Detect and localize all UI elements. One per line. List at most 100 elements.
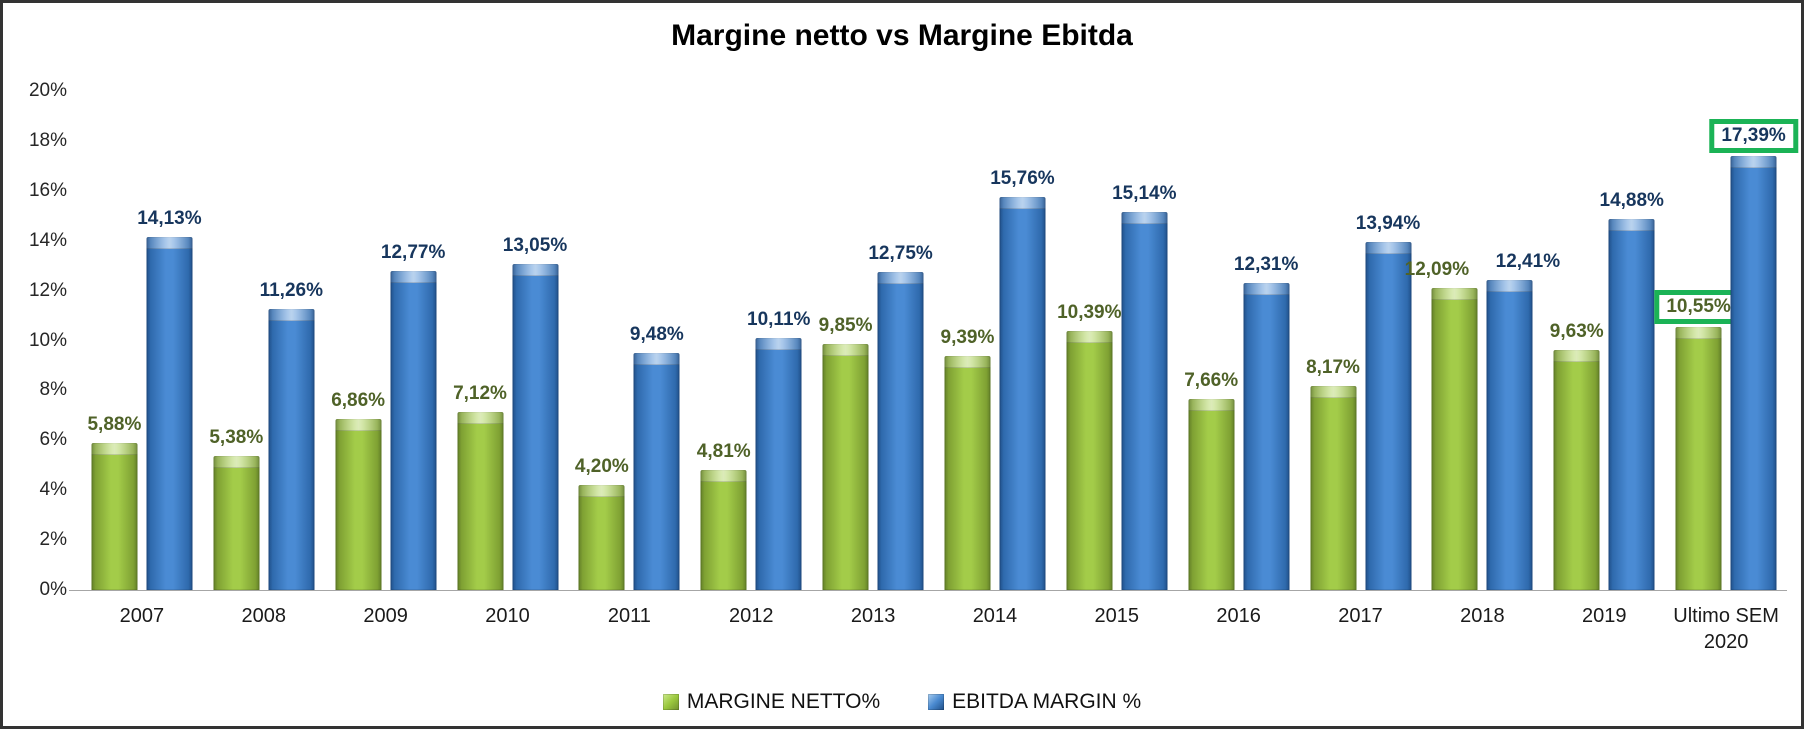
data-label: 9,63% bbox=[1549, 320, 1604, 342]
category-cluster: 10,55% 17,39% Ultimo SEM 2020 bbox=[1654, 91, 1798, 653]
bar-ebitda-margin[interactable]: 10,11% bbox=[747, 309, 810, 590]
data-label: 4,81% bbox=[696, 441, 751, 462]
bar-ebitda-margin[interactable]: 14,13% bbox=[137, 208, 202, 590]
legend: MARGINE NETTO% EBITDA MARGIN % bbox=[3, 690, 1801, 714]
x-axis-category-label: 2016 bbox=[1216, 605, 1261, 627]
bar-group: 8,17% 13,94% bbox=[1306, 91, 1420, 590]
legend-item-ebitda-margin[interactable]: EBITDA MARGIN % bbox=[928, 690, 1141, 714]
bar-margine-netto[interactable]: 8,17% bbox=[1306, 357, 1360, 590]
data-label: 6,86% bbox=[331, 389, 386, 411]
category-cluster: 12,09% 12,41% 2018 bbox=[1405, 91, 1560, 627]
bar-ebitda-margin[interactable]: 13,94% bbox=[1356, 213, 1420, 590]
bar-group: 10,55% 17,39% bbox=[1654, 91, 1798, 590]
data-label: 10,39% bbox=[1057, 301, 1122, 323]
x-axis-category-label: 2010 bbox=[485, 605, 530, 627]
data-label: 7,66% bbox=[1184, 369, 1239, 391]
bar-margine-netto[interactable]: 9,63% bbox=[1550, 321, 1604, 590]
category-cluster: 9,39% 15,76% 2014 bbox=[934, 91, 1056, 627]
bar-group: 4,20% 9,48% bbox=[575, 91, 684, 590]
category-cluster: 9,85% 12,75% 2013 bbox=[812, 91, 934, 627]
category-cluster: 7,12% 13,05% 2010 bbox=[447, 91, 569, 627]
bar-margine-netto[interactable]: 5,38% bbox=[209, 427, 263, 590]
y-axis-tick-label: 16% bbox=[28, 179, 67, 201]
data-label: 9,39% bbox=[940, 326, 995, 348]
y-axis-tick-label: 2% bbox=[39, 529, 67, 551]
bar-group: 12,09% 12,41% bbox=[1405, 91, 1560, 590]
data-label: 5,88% bbox=[87, 414, 142, 436]
y-axis-tick-label: 8% bbox=[39, 379, 67, 401]
category-cluster: 5,88% 14,13% 2007 bbox=[81, 91, 203, 627]
data-label: 12,77% bbox=[380, 242, 446, 264]
y-axis: 0% 2% 4% 6% 8% 10% 12% 14% 16% 18% 20% bbox=[3, 80, 73, 600]
bar-margine-netto[interactable]: 5,88% bbox=[87, 414, 141, 590]
chart-title: Margine netto vs Margine Ebitda bbox=[671, 19, 1133, 52]
data-label: 13,05% bbox=[502, 235, 568, 257]
bar-margine-netto[interactable]: 4,20% bbox=[575, 456, 629, 590]
legend-item-margine-netto[interactable]: MARGINE NETTO% bbox=[662, 690, 880, 714]
bar-ebitda-margin[interactable]: 15,14% bbox=[1112, 183, 1177, 590]
y-axis-tick-label: 12% bbox=[28, 279, 67, 301]
bar-margine-netto[interactable]: 9,39% bbox=[941, 327, 994, 590]
bar-margine-netto[interactable]: 9,85% bbox=[819, 315, 873, 590]
data-label: 12,31% bbox=[1233, 253, 1299, 275]
bar-group: 9,63% 14,88% bbox=[1550, 91, 1664, 590]
bar-group: 9,85% 12,75% bbox=[819, 91, 933, 590]
y-axis-tick-label: 14% bbox=[28, 229, 67, 251]
data-label: 9,85% bbox=[818, 315, 873, 337]
bar-ebitda-margin[interactable]: 14,88% bbox=[1600, 190, 1664, 590]
bar-group: 6,86% 12,77% bbox=[331, 91, 445, 590]
data-label: 9,48% bbox=[629, 324, 684, 346]
category-cluster: 7,66% 12,31% 2016 bbox=[1178, 91, 1300, 627]
legend-marker-green-icon bbox=[662, 694, 679, 710]
bar-ebitda-margin[interactable]: 13,05% bbox=[503, 235, 567, 590]
data-label: 12,41% bbox=[1495, 251, 1561, 273]
bar-ebitda-margin[interactable]: 9,48% bbox=[630, 324, 684, 590]
data-label: 15,14% bbox=[1112, 183, 1177, 205]
bar-margine-netto[interactable]: 7,66% bbox=[1184, 370, 1238, 590]
category-cluster: 6,86% 12,77% 2009 bbox=[325, 91, 447, 627]
y-axis-tick-label: 6% bbox=[39, 429, 67, 451]
data-label: 7,12% bbox=[453, 383, 507, 405]
bar-margine-netto[interactable]: 6,86% bbox=[331, 390, 385, 590]
x-axis-category-label: 2013 bbox=[850, 605, 896, 627]
bar-margine-netto[interactable]: 10,39% bbox=[1057, 302, 1122, 590]
data-label: 13,94% bbox=[1355, 213, 1421, 235]
y-axis-tick-label: 20% bbox=[28, 80, 67, 101]
y-axis-tick-label: 18% bbox=[28, 129, 67, 151]
x-axis-category-label: 2017 bbox=[1338, 605, 1383, 627]
bar-margine-netto[interactable]: 4,81% bbox=[697, 441, 751, 590]
data-label: 11,26% bbox=[259, 280, 323, 302]
x-axis-category-label: 2014 bbox=[972, 605, 1018, 627]
category-cluster: 8,17% 13,94% 2017 bbox=[1300, 91, 1422, 627]
data-label: 4,20% bbox=[574, 456, 629, 478]
bar-group: 10,39% 15,14% bbox=[1057, 91, 1177, 590]
data-label: 15,76% bbox=[990, 167, 1055, 189]
y-axis-tick-label: 0% bbox=[39, 579, 67, 600]
plot-area: 5,88% 14,13% 2007 5,38% 11,26% 2008 6,86% 12,77… bbox=[81, 91, 1798, 653]
x-axis-category-label: 2015 bbox=[1094, 605, 1140, 627]
bar-ebitda-margin[interactable]: 11,26% bbox=[260, 280, 323, 590]
bar-ebitda-margin[interactable]: 12,77% bbox=[381, 242, 445, 590]
bar-margine-netto[interactable]: 10,55% bbox=[1654, 289, 1743, 590]
bar-ebitda-margin[interactable]: 12,75% bbox=[868, 243, 933, 590]
x-axis-category-label: Ultimo SEM 2020 bbox=[1673, 605, 1779, 653]
bar-group: 5,88% 14,13% bbox=[87, 91, 202, 590]
bar-ebitda-margin[interactable]: 17,39% bbox=[1709, 119, 1798, 590]
bar-margine-netto[interactable]: 12,09% bbox=[1405, 259, 1478, 590]
bar-group: 7,12% 13,05% bbox=[453, 91, 567, 590]
data-label: 8,17% bbox=[1306, 357, 1360, 379]
x-axis-category-label: 2012 bbox=[728, 605, 774, 627]
bar-ebitda-margin[interactable]: 15,76% bbox=[990, 168, 1055, 590]
x-axis-category-label: 2008 bbox=[241, 605, 287, 627]
data-label: 12,75% bbox=[868, 242, 933, 264]
bar-margine-netto[interactable]: 7,12% bbox=[453, 383, 507, 590]
category-cluster: 9,63% 14,88% 2019 bbox=[1543, 91, 1665, 627]
data-label-highlighted: 17,39% bbox=[1709, 119, 1798, 154]
x-axis-category-label: 2011 bbox=[607, 605, 651, 627]
bar-ebitda-margin[interactable]: 12,31% bbox=[1234, 254, 1298, 590]
category-cluster: 10,39% 15,14% 2015 bbox=[1056, 91, 1178, 627]
bar-group: 5,38% 11,26% bbox=[209, 91, 323, 590]
bar-ebitda-margin[interactable]: 12,41% bbox=[1486, 251, 1560, 590]
data-label: 14,88% bbox=[1599, 189, 1664, 211]
data-label: 10,11% bbox=[747, 308, 811, 330]
